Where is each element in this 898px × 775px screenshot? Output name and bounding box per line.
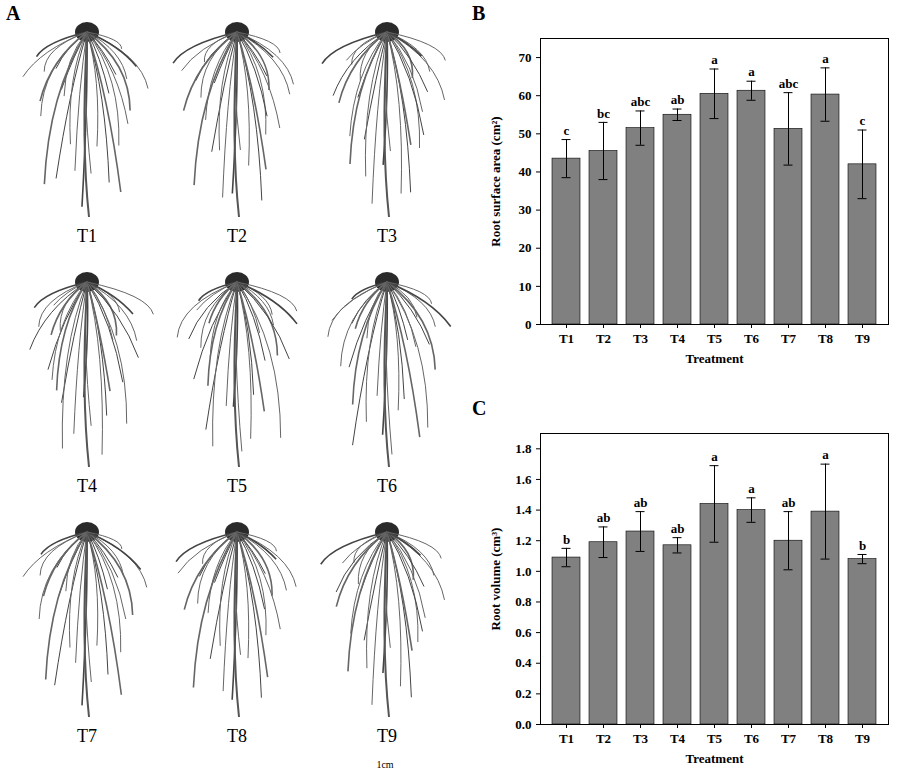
svg-text:ab: ab: [597, 510, 611, 525]
svg-text:T9: T9: [377, 726, 397, 746]
svg-text:a: a: [711, 52, 718, 67]
svg-text:T7: T7: [781, 731, 797, 746]
svg-text:T1: T1: [559, 331, 574, 346]
svg-text:1cm: 1cm: [376, 759, 393, 770]
svg-text:T8: T8: [818, 331, 834, 346]
svg-text:1.0: 1.0: [515, 564, 531, 579]
svg-text:0.6: 0.6: [515, 625, 532, 640]
svg-text:T2: T2: [596, 331, 611, 346]
svg-text:ab: ab: [671, 92, 685, 107]
html-text:A: A: [6, 2, 21, 24]
svg-text:Root surface area (cm²): Root surface area (cm²): [488, 116, 503, 246]
svg-text:T1: T1: [559, 731, 574, 746]
svg-text:T5: T5: [707, 331, 723, 346]
svg-text:c: c: [860, 113, 866, 128]
svg-text:ab: ab: [634, 495, 648, 510]
svg-text:40: 40: [519, 164, 532, 179]
svg-text:T5: T5: [227, 476, 247, 496]
svg-text:abc: abc: [779, 76, 799, 91]
svg-text:0.2: 0.2: [515, 686, 531, 701]
html-text:B: B: [472, 2, 486, 24]
svg-text:Treatment: Treatment: [686, 351, 745, 366]
svg-text:T7: T7: [781, 331, 797, 346]
svg-text:T6: T6: [377, 476, 397, 496]
svg-text:0.8: 0.8: [515, 594, 532, 609]
svg-text:bc: bc: [597, 106, 610, 121]
svg-text:abc: abc: [631, 94, 651, 109]
svg-text:1.6: 1.6: [515, 472, 532, 487]
svg-text:0.0: 0.0: [515, 717, 531, 732]
svg-text:30: 30: [519, 202, 532, 217]
svg-text:T3: T3: [633, 331, 649, 346]
svg-text:b: b: [563, 532, 570, 547]
svg-text:T4: T4: [670, 731, 686, 746]
svg-text:T9: T9: [855, 331, 871, 346]
svg-text:T4: T4: [670, 331, 686, 346]
svg-text:T2: T2: [596, 731, 611, 746]
svg-text:T5: T5: [707, 731, 723, 746]
svg-text:ab: ab: [782, 495, 796, 510]
svg-text:T6: T6: [744, 331, 760, 346]
svg-text:10: 10: [519, 279, 532, 294]
svg-text:T2: T2: [227, 226, 247, 246]
svg-text:T8: T8: [818, 731, 834, 746]
svg-text:b: b: [859, 538, 866, 553]
svg-text:a: a: [822, 51, 829, 66]
svg-text:a: a: [748, 481, 755, 496]
svg-text:Root volume (cm³): Root volume (cm³): [488, 528, 503, 631]
svg-text:a: a: [711, 449, 718, 464]
svg-text:20: 20: [519, 240, 532, 255]
svg-text:T7: T7: [77, 726, 97, 746]
svg-text:T9: T9: [855, 731, 871, 746]
svg-text:T6: T6: [744, 731, 760, 746]
svg-text:ab: ab: [671, 521, 685, 536]
svg-text:a: a: [748, 64, 755, 79]
svg-text:1.4: 1.4: [515, 502, 532, 517]
html-text:C: C: [472, 397, 487, 419]
svg-text:T8: T8: [227, 726, 247, 746]
svg-text:T1: T1: [77, 226, 97, 246]
svg-text:60: 60: [519, 88, 532, 103]
svg-text:T3: T3: [633, 731, 649, 746]
svg-text:70: 70: [519, 50, 532, 65]
svg-text:0.4: 0.4: [515, 655, 532, 670]
svg-text:0: 0: [525, 317, 532, 332]
svg-text:50: 50: [519, 126, 532, 141]
svg-text:a: a: [822, 447, 829, 462]
svg-text:T4: T4: [77, 476, 97, 496]
svg-text:1.8: 1.8: [515, 441, 532, 456]
svg-text:T3: T3: [377, 226, 397, 246]
svg-text:1.2: 1.2: [515, 533, 531, 548]
svg-text:Treatment: Treatment: [686, 751, 745, 766]
svg-text:c: c: [564, 123, 570, 138]
